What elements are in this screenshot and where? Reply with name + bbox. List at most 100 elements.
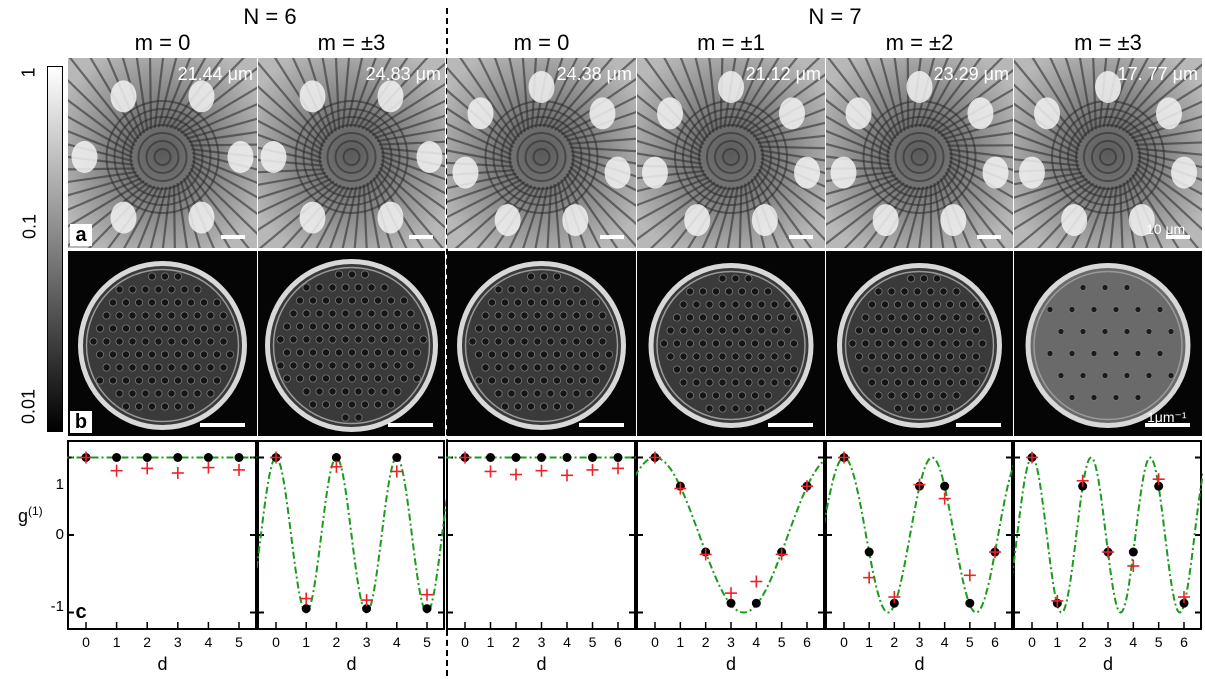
group-title-n7: N = 7 [808,4,862,29]
g1-dot-point-2-1 [301,604,311,614]
g1-xtick-label-4-0: 0 [651,634,659,650]
real-space-image-6 [1014,58,1202,248]
g1-xtick-label-6-6: 6 [1180,634,1188,650]
g1-xtick-label-3-6: 6 [614,634,622,650]
g1-xtick-label-4-5: 5 [777,634,786,650]
k-space-image-4 [637,251,825,436]
g1-dot-point-4-3 [726,598,736,608]
g1-xtick-label-6-5: 5 [1154,634,1163,650]
k-space-image-3 [447,251,636,436]
g1-plot-3 [446,440,637,630]
g1-xtick-label-5-4: 4 [940,634,949,650]
g1-xtick-label-4-3: 3 [727,634,735,650]
g1-dot-point-3-5 [588,453,597,462]
g1-xtick-label-3-2: 2 [512,634,520,650]
column-title-3: m = 0 [513,30,570,55]
k-space-image-5 [826,251,1013,436]
real-space-scalebar-4 [789,235,813,239]
g1-dot-point-3-3 [537,453,546,462]
real-space-image-3 [447,58,636,248]
g1-dot-point-1-5 [234,453,244,462]
g1-xtick-label-2-2: 2 [332,634,341,650]
g1-xtick-label-3-4: 4 [563,634,571,650]
k-space-scalebar-3 [579,423,624,427]
g1-dot-point-3-1 [486,453,495,462]
g1-xtick-label-2-4: 4 [392,634,401,650]
g1-xlabel-5: d [914,654,925,674]
panel-letter-b: b [70,411,92,433]
g1-xtick-label-5-5: 5 [965,634,974,650]
real-space-scalebar-2 [409,235,433,239]
g1-xtick-label-6-4: 4 [1129,634,1138,650]
g1-xtick-label-4-6: 6 [803,634,811,650]
real-space-scalebar-3 [600,235,624,239]
y-tick-0: 0 [55,526,64,543]
g1-xlabel-4: d [725,654,736,674]
real-space-scalebar-5 [977,235,1001,239]
real-space-size-label-1: 21.44 μm [177,64,253,84]
g1-xtick-label-1-5: 5 [235,634,243,650]
g1-xtick-label-5-2: 2 [890,634,899,650]
y-axis-label-base: g [18,506,29,526]
g1-plot-1 [67,440,258,630]
k-space-image-6 [1014,251,1202,436]
k-space-image-2 [258,251,445,436]
g1-xtick-label-4-1: 1 [676,634,685,650]
g1-dot-point-1-1 [112,453,122,462]
panel-letter-a: a [70,224,92,246]
g1-dot-point-2-2 [331,453,341,462]
g1-dot-point-5-2 [889,598,899,608]
real-space-size-label-3: 24.38 μm [556,64,632,84]
g1-xtick-label-2-3: 3 [362,634,371,650]
g1-dot-point-2-4 [392,453,402,462]
g1-dot-point-2-5 [422,604,432,614]
real-space-scale-label: 10 μm [1146,221,1186,237]
real-space-size-label-6: 17. 77 μm [1117,64,1198,84]
g1-xtick-label-2-0: 0 [272,634,280,650]
g1-xtick-label-4-4: 4 [752,634,761,650]
g1-xtick-label-2-1: 1 [302,634,311,650]
g1-xtick-label-3-0: 0 [461,634,469,650]
colorbar-tick-1: 1 [18,67,39,78]
g1-xtick-label-4-2: 2 [701,634,710,650]
group-title-n6: N = 6 [243,4,297,29]
g1-plot-frame-1 [67,440,257,630]
g1-dot-point-3-2 [511,453,521,462]
g1-dot-point-5-1 [864,547,874,557]
g1-xtick-label-6-2: 2 [1078,634,1087,650]
y-tick-neg1: -1 [50,598,64,615]
g1-xlabel-1: d [157,654,168,674]
g1-plot-frame-6 [1013,440,1202,630]
g1-dot-point-3-4 [562,453,572,462]
g1-plot-2 [257,440,446,630]
g1-dot-point-4-4 [751,598,761,608]
g1-xtick-label-5-0: 0 [840,634,848,650]
colorbar [47,66,63,432]
g1-xtick-label-1-0: 0 [82,634,90,650]
column-title-1: m = 0 [134,30,191,55]
g1-xtick-label-5-6: 6 [991,634,999,650]
column-title-6: m = ±3 [1074,30,1142,55]
real-space-image-5 [826,58,1013,248]
y-axis-label: g(1) [18,504,43,527]
g1-dot-point-6-4 [1128,547,1138,557]
real-space-scalebar-1 [221,235,245,239]
g1-plot-6 [1013,440,1203,630]
g1-plot-frame-5 [825,440,1013,630]
g1-dot-point-6-5 [1154,481,1164,491]
k-space-scalebar-2 [388,423,433,427]
g1-xtick-label-5-3: 3 [915,634,924,650]
g1-xtick-label-3-1: 1 [486,634,495,650]
g1-xtick-label-1-2: 2 [143,634,152,650]
g1-xtick-label-6-1: 1 [1053,634,1062,650]
g1-xtick-label-1-3: 3 [173,634,182,650]
g1-xtick-label-2-5: 5 [423,634,431,650]
g1-xtick-label-6-0: 0 [1028,634,1036,650]
real-space-image-1 [68,58,257,248]
real-space-size-label-5: 23.29 μm [933,64,1009,84]
g1-plot-5 [825,440,1014,630]
k-space-scale-label: 1μm⁻¹ [1147,409,1187,425]
column-title-4: m = ±1 [697,30,765,55]
g1-plot-4 [636,440,826,630]
real-space-size-label-4: 21.12 μm [745,64,821,84]
